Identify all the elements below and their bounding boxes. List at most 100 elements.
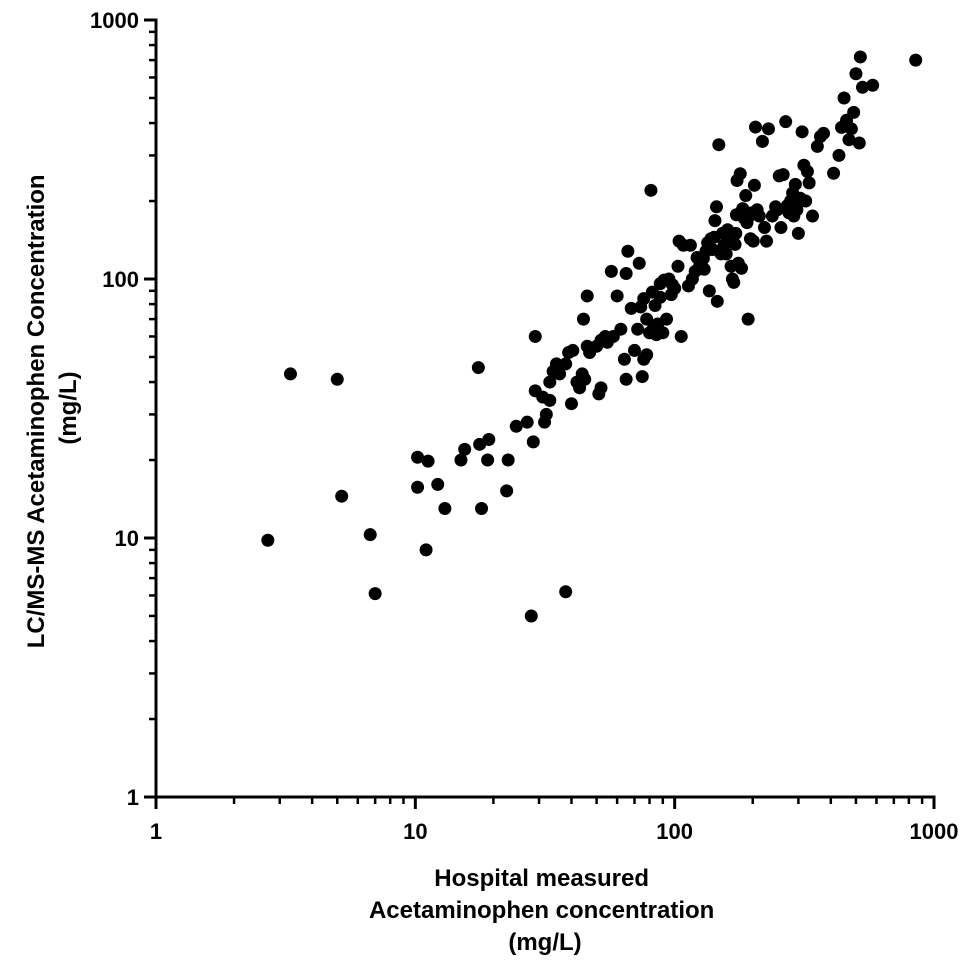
y-tick-label: 100 [102,267,139,292]
data-point [594,381,608,395]
data-point [656,326,670,340]
data-point [559,585,573,599]
data-point [755,134,769,148]
data-point [283,367,297,381]
data-point [524,609,538,623]
x-tick-label: 100 [656,819,693,844]
data-point [617,352,631,366]
data-point [827,166,841,180]
data-point [802,176,816,190]
x-axis-title-line: Hospital measured [434,865,649,892]
data-point [619,267,633,281]
data-point [734,261,748,275]
data-point [799,194,813,208]
data-point [710,294,724,308]
data-point [668,281,682,295]
data-point [471,361,485,375]
data-point [790,203,804,217]
data-point [576,312,590,326]
data-point [795,125,809,139]
data-point [832,148,846,162]
data-point [800,165,814,179]
data-point [419,543,433,557]
data-point [543,375,557,389]
data-point [578,372,592,386]
data-point [482,433,496,447]
data-point [683,238,697,252]
data-point [632,256,646,270]
data-point [335,489,349,503]
data-point [580,289,594,303]
x-tick-labels: 1 10 100 1000 [150,819,959,844]
data-point [847,105,861,119]
data-point [458,442,472,456]
y-axis-title-line: LC/MS-MS Acetaminophen Concentration [23,174,50,648]
data-point [610,289,624,303]
data-point [475,501,489,515]
y-tick-label: 1000 [90,8,139,33]
data-point [500,484,514,498]
data-point [674,329,688,343]
data-point [757,221,771,235]
data-point [741,312,755,326]
data-point [330,372,344,386]
data-point [411,450,425,464]
data-point [520,415,534,429]
data-point [635,370,649,384]
data-point [739,189,753,203]
data-point [788,177,802,191]
data-point [553,367,567,381]
data-point [759,234,773,248]
data-point [727,275,741,289]
data-point [866,78,880,92]
data-point [842,133,856,147]
data-point [564,397,578,411]
data-points [261,50,923,623]
data-point [621,244,635,258]
data-point [708,214,722,228]
data-point [774,221,788,235]
data-point [631,322,645,336]
data-point [837,91,851,105]
axes [144,18,936,809]
data-point [421,454,435,468]
data-point [363,528,377,542]
data-point [543,393,557,407]
data-point [746,234,760,248]
data-point [747,178,761,192]
data-point [559,357,573,371]
data-point [619,372,633,386]
data-point [702,284,716,298]
data-point [712,138,726,152]
data-point [627,343,641,357]
data-point [710,200,724,214]
data-point [614,322,628,336]
x-axis-title-line: (mg/L) [508,929,581,956]
y-tick-label: 10 [115,526,139,551]
x-tick-label: 1 [150,819,162,844]
data-point [791,226,805,240]
data-point [817,126,831,140]
data-point [728,237,742,251]
data-point [770,203,784,217]
data-point [644,183,658,197]
data-point [844,122,858,136]
data-point [671,259,685,273]
data-point [438,501,452,515]
data-point [779,115,793,129]
data-point [659,312,673,326]
data-point [566,343,580,357]
data-point [368,587,382,601]
x-axis-title-line: Acetaminophen concentration [369,897,714,924]
y-tick-label: 1 [127,785,139,810]
x-axis-title: Hospital measured Acetaminophen concentr… [369,865,721,956]
y-tick-labels: 1 10 100 1000 [90,8,139,810]
data-point [454,453,468,467]
data-point [549,357,563,371]
data-point [539,407,553,421]
data-point [604,264,618,278]
data-point [261,533,275,547]
data-point [653,290,667,304]
data-point [805,209,819,223]
